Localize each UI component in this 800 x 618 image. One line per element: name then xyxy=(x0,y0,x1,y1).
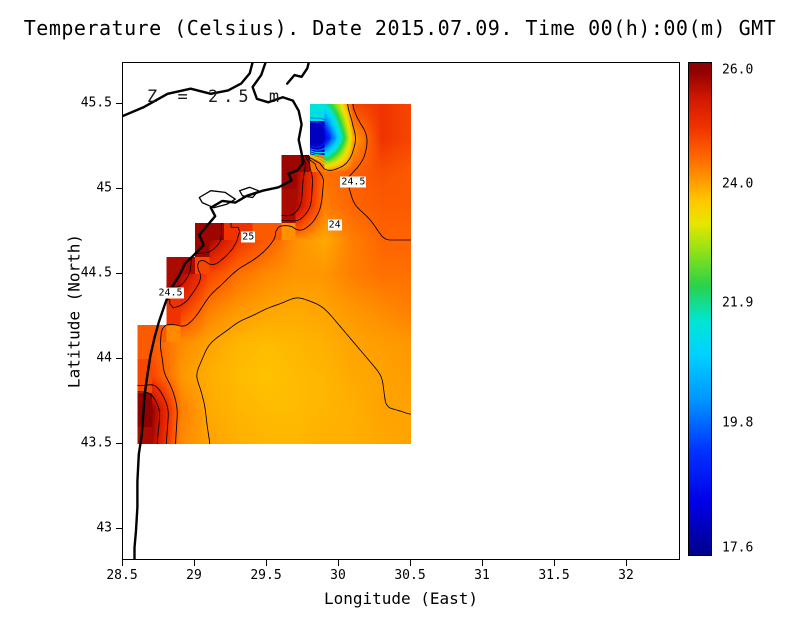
y-tick-label: 43.5 xyxy=(80,435,112,451)
colorbar-tick-label: 26.0 xyxy=(722,62,754,78)
x-tick-mark xyxy=(266,560,267,566)
contour-label: 24.5 xyxy=(340,176,367,188)
plot-area: Z = 2.5 m 24.5 24 25 24.5 xyxy=(122,62,680,560)
coastline-path xyxy=(133,63,305,559)
x-tick-label: 29.5 xyxy=(250,568,282,583)
y-tick-mark xyxy=(116,527,122,529)
colorbar-tick-label: 24.0 xyxy=(722,176,754,192)
depth-annotation: Z = 2.5 m xyxy=(147,87,285,107)
colorbar-tick-label: 17.6 xyxy=(722,540,754,556)
x-tick-label: 30 xyxy=(330,568,346,583)
colorbar-tick-label: 19.8 xyxy=(722,415,754,431)
y-tick-label: 44.5 xyxy=(80,265,112,281)
x-tick-label: 30.5 xyxy=(394,568,426,583)
heatmap-canvas xyxy=(123,104,411,444)
y-tick-label: 44 xyxy=(96,350,112,366)
colorbar-tick-label: 21.9 xyxy=(722,295,754,311)
x-tick-mark xyxy=(554,560,555,566)
y-tick-mark xyxy=(116,357,122,359)
y-tick-label: 45 xyxy=(96,180,112,196)
y-tick-mark xyxy=(116,187,122,189)
lake-path xyxy=(198,190,236,209)
x-axis-title: Longitude (East) xyxy=(323,589,479,608)
x-tick-label: 32 xyxy=(618,568,634,583)
coastline-svg xyxy=(123,63,310,559)
chart-title: Temperature (Celsius). Date 2015.07.09. … xyxy=(23,16,777,40)
x-tick-mark xyxy=(194,560,195,566)
x-tick-label: 31 xyxy=(474,568,490,583)
lake-path xyxy=(238,186,260,199)
x-tick-label: 28.5 xyxy=(106,568,138,583)
x-tick-mark xyxy=(338,560,339,566)
x-tick-mark xyxy=(410,560,411,566)
contour-label: 24.5 xyxy=(157,287,184,299)
colorbar xyxy=(688,62,712,556)
y-tick-mark xyxy=(116,442,122,444)
y-axis-title: Latitude (North) xyxy=(64,233,84,389)
x-tick-mark xyxy=(482,560,483,566)
x-tick-label: 31.5 xyxy=(538,568,570,583)
x-tick-mark xyxy=(122,560,123,566)
contour-label: 24 xyxy=(327,219,342,231)
contour-label: 25 xyxy=(241,231,256,243)
y-tick-mark xyxy=(116,272,122,274)
y-tick-label: 45.5 xyxy=(80,95,112,111)
y-tick-label: 43 xyxy=(96,520,112,536)
x-tick-label: 29 xyxy=(186,568,202,583)
x-tick-mark xyxy=(626,560,627,566)
y-tick-mark xyxy=(116,102,122,104)
coastline-path xyxy=(286,63,310,85)
coastline-path xyxy=(123,63,254,118)
